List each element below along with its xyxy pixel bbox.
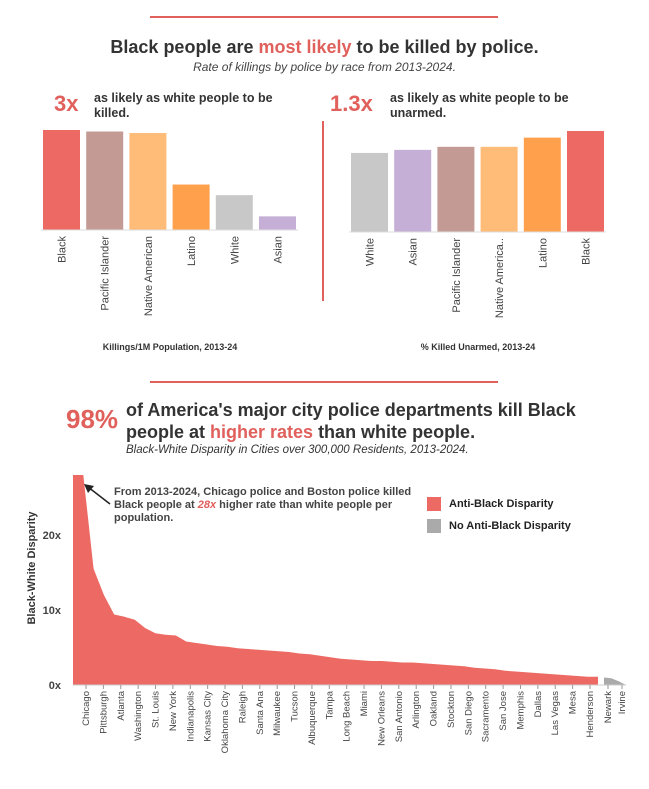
killings-label-pacific-islander: Pacific Islander — [100, 236, 112, 311]
killings-bar-chart: Black Pacific Islander Native American Lati… — [41, 130, 298, 316]
city-label-washington: Washington — [133, 691, 144, 741]
city-label-irvine: Irvine — [617, 691, 628, 714]
legend-swatch-anti-black — [427, 497, 441, 511]
city-label-santa-ana: Santa Ana — [255, 690, 266, 735]
city-label-long-beach: Long Beach — [342, 691, 353, 742]
section1-subtitle: Rate of killings by police by race from … — [193, 60, 456, 74]
city-label-oakland: Oakland — [429, 691, 440, 726]
killed-lead-text: as likely as white people to be killed. — [94, 91, 273, 120]
title-highlight: most likely — [258, 37, 352, 57]
killings-bar-native-american — [129, 133, 167, 230]
city-label-kansas-city: Kansas City — [203, 691, 214, 742]
chicago-annotation: From 2013-2024, Chicago police and Bosto… — [114, 486, 412, 524]
killings-bar-pacific-islander — [86, 131, 124, 230]
city-label-chicago: Chicago — [81, 691, 92, 726]
annotation-arrow — [87, 486, 111, 505]
cities-percentage: 98% — [66, 404, 119, 434]
city-label-memphis: Memphis — [515, 691, 526, 730]
city-label-san-antonio: San Antonio — [394, 691, 405, 742]
section2-subtitle: Black-White Disparity in Cities over 300… — [126, 444, 469, 456]
chart-divider — [322, 121, 324, 301]
city-label-arlington: Arlington — [411, 691, 422, 729]
unarmed-multiplier: 1.3x — [330, 91, 373, 116]
city-label-mesa: Mesa — [568, 690, 579, 714]
city-label-oklahoma-city: Oklahoma City — [220, 691, 231, 754]
city-label-atlanta: Atlanta — [116, 690, 127, 720]
unarmed-bar-chart: White Asian Pacific Islander Native America… — [349, 131, 606, 318]
city-label-las-vegas: Las Vegas — [550, 691, 561, 736]
annotation-highlight: 28x — [197, 499, 217, 511]
killings-bar-asian — [259, 216, 296, 230]
no-disparity-area — [604, 677, 626, 685]
killings-label-native-american: Native American — [143, 236, 155, 316]
title-highlight: higher rates — [210, 422, 314, 442]
city-label-raleigh: Raleigh — [237, 691, 248, 723]
y-axis-label: Black-White Disparity — [26, 511, 38, 625]
city-label-dallas: Dallas — [533, 691, 544, 718]
city-label-stockton: Stockton — [446, 691, 457, 728]
unarmed-lead-text: as likely as white people to be unarmed. — [390, 91, 569, 120]
unarmed-bar-asian — [394, 149, 432, 232]
y-tick-label: 10x — [43, 605, 62, 617]
unarmed-label-black: Black — [581, 238, 593, 265]
city-label-pittsburgh: Pittsburgh — [98, 691, 109, 734]
unarmed-bar-native-america — [480, 146, 518, 232]
unarmed-label-latino: Latino — [537, 238, 549, 268]
city-label-milwaukee: Milwaukee — [272, 691, 283, 736]
killings-label-black: Black — [57, 236, 69, 263]
city-label-newark: Newark — [603, 691, 614, 723]
unarmed-label-native-america: Native America.. — [494, 238, 506, 318]
unarmed-bar-black — [567, 131, 604, 232]
legend-no-anti-black: No Anti-Black Disparity — [427, 519, 571, 533]
unarmed-label-asian: Asian — [408, 238, 420, 266]
y-tick-label: 0x — [49, 680, 62, 692]
city-label-new-orleans: New Orleans — [376, 691, 387, 746]
killings-bar-black — [43, 130, 80, 230]
unarmed-caption: % Killed Unarmed, 2013-24 — [420, 342, 536, 352]
y-tick-label: 20x — [43, 530, 62, 542]
unarmed-label-white: White — [365, 238, 377, 266]
city-label-albuquerque: Albuquerque — [307, 691, 318, 745]
anti-black-disparity-area — [73, 475, 598, 685]
killings-label-white: White — [229, 236, 241, 264]
killings-bar-white — [215, 195, 253, 230]
unarmed-bar-white — [351, 152, 388, 232]
city-label-san-jose: San Jose — [498, 691, 509, 731]
legend-swatch-no-anti-black — [427, 519, 441, 533]
legend-anti-black: Anti-Black Disparity — [427, 497, 554, 511]
city-label-miami: Miami — [359, 691, 370, 716]
unarmed-bar-latino — [523, 137, 561, 232]
city-label-tampa: Tampa — [324, 690, 335, 719]
city-label-new-york: New York — [168, 691, 179, 731]
city-label-indianapolis: Indianapolis — [185, 691, 196, 742]
killings-label-asian: Asian — [273, 236, 285, 264]
annotation-arrowhead — [84, 484, 94, 493]
section2-title: of America's major city police departmen… — [126, 400, 576, 442]
killings-bar-latino — [172, 184, 210, 230]
killings-caption: Killings/1M Population, 2013-24 — [102, 342, 238, 352]
unarmed-label-pacific-islander: Pacific Islander — [451, 238, 463, 313]
city-label-san-diego: San Diego — [463, 691, 474, 735]
city-label-tucson: Tucson — [290, 691, 301, 722]
city-label-st-louis: St. Louis — [151, 691, 162, 728]
killed-multiplier: 3x — [54, 91, 79, 116]
section1-title: Black people are most likely to be kille… — [110, 37, 539, 57]
city-label-sacramento: Sacramento — [481, 691, 492, 742]
city-label-henderson: Henderson — [585, 691, 596, 737]
unarmed-bar-pacific-islander — [437, 146, 475, 232]
top-divider — [150, 16, 498, 18]
killings-label-latino: Latino — [186, 236, 198, 266]
middle-divider — [150, 381, 498, 383]
